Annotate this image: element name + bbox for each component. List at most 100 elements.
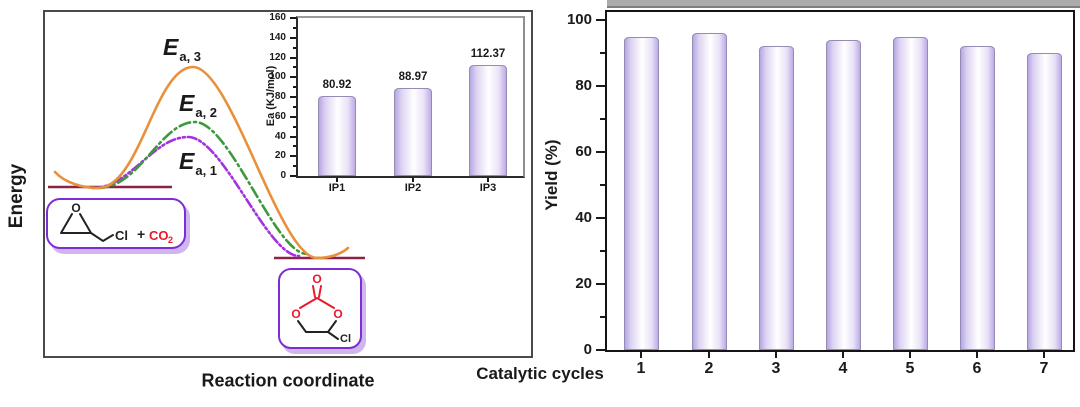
bar-value-label: 112.37 — [470, 48, 506, 61]
chlorine-atom: Cl — [340, 333, 351, 343]
bar-value-label: 88.97 — [398, 71, 428, 84]
ea1-symbol: E — [179, 148, 195, 174]
y-axis-minor-tick — [293, 26, 296, 29]
y-axis-major-tick — [290, 17, 296, 19]
bar-cycle-2 — [691, 33, 727, 350]
y-axis-major-tick — [290, 115, 296, 118]
top-gray-band — [607, 0, 1080, 8]
curve-label-ea2: Ea, 2 — [179, 90, 217, 120]
y-axis-major-tick — [290, 135, 296, 138]
y-axis-tick-label: 120 — [269, 51, 286, 63]
epichlorohydrin-structure: O Cl + CO 2 — [60, 201, 173, 245]
ring-oxygen-right: O — [333, 307, 342, 321]
bar-cycle-7 — [1026, 53, 1062, 350]
x-axis-tick — [487, 178, 489, 182]
x-axis-tick-label: 1 — [636, 360, 646, 377]
y-axis-major-tick — [596, 349, 605, 351]
x-axis-tick — [909, 352, 911, 358]
x-axis-tick-label: 4 — [838, 360, 848, 377]
plus-sign: + — [137, 226, 145, 242]
y-axis-tick-label: 20 — [575, 275, 592, 292]
y-axis-major-tick — [290, 76, 296, 79]
y-axis-major-tick — [596, 217, 605, 219]
bar-cycle-1 — [623, 36, 659, 350]
ea2-symbol: E — [179, 90, 195, 116]
chloromethyl-bond — [327, 331, 339, 340]
x-axis-tick — [640, 352, 642, 358]
y-axis-major-tick — [596, 19, 605, 21]
curve-ea1 — [91, 135, 301, 258]
yield-bar-chart: 0 20 40 60 80 100 1 2 3 4 5 6 7 — [567, 10, 1075, 377]
co2-label: CO — [149, 228, 169, 243]
x-axis-tick-label: IP2 — [404, 182, 422, 194]
bar-cycle-6 — [959, 46, 995, 350]
y-axis-tick-label: 40 — [575, 209, 592, 226]
y-axis-minor-tick — [293, 66, 296, 69]
chloromethyl-bonds — [90, 232, 114, 243]
ea2-subscript: a, 2 — [195, 105, 218, 120]
cyclic-carbonate-structure: O O O Cl — [291, 272, 351, 345]
chlorine-atom: Cl — [115, 228, 128, 243]
y-axis-tick-label: 100 — [269, 71, 286, 83]
x-axis-tick-label: 7 — [1039, 360, 1049, 377]
y-axis-major-tick — [596, 151, 605, 153]
ring-oxygen-left: O — [291, 307, 300, 321]
y-axis-tick-label: 140 — [269, 31, 286, 43]
y-axis-minor-tick — [293, 86, 296, 89]
x-axis-tick-label: 3 — [771, 360, 781, 377]
y-axis-tick-label: 60 — [274, 110, 286, 122]
energy-curves-svg — [48, 65, 365, 260]
reactant-structure-box: O Cl + CO 2 — [46, 198, 186, 249]
bar-cycle-IP2 — [394, 88, 432, 176]
y-axis-minor-tick — [600, 250, 605, 252]
y-axis-tick-label: 0 — [280, 170, 286, 181]
epoxide-oxygen-atom: O — [71, 201, 80, 215]
x-axis-tick — [976, 352, 978, 358]
x-axis-tick-label: IP1 — [328, 182, 346, 194]
bar-cycle-IP3 — [469, 65, 507, 176]
x-axis-tick — [842, 352, 844, 358]
y-axis-minor-tick — [293, 125, 296, 128]
y-axis-major-tick — [290, 96, 296, 98]
x-axis-tick — [1043, 352, 1045, 358]
y-axis-tick-label: 100 — [566, 11, 592, 28]
x-axis-tick-label: 5 — [905, 360, 915, 377]
y-axis-minor-tick — [600, 184, 605, 186]
y-axis-major-tick — [290, 36, 296, 39]
bar-cycle-5 — [892, 36, 928, 350]
co2-subscript: 2 — [168, 235, 173, 243]
y-axis-minor-tick — [293, 165, 296, 168]
y-axis-tick-label: 0 — [583, 341, 592, 358]
y-axis-major-tick — [596, 85, 605, 87]
inset-y-axis-label: Ea (KJ/mol) — [265, 65, 277, 127]
yield-axis-label: Yield (%) — [542, 139, 561, 211]
epoxide-ring-bonds — [60, 213, 92, 234]
y-axis-minor-tick — [600, 52, 605, 54]
carbonate-co-bonds — [299, 297, 335, 309]
y-axis-tick-label: 80 — [274, 91, 286, 102]
ea1-subscript: a, 1 — [195, 163, 218, 178]
y-axis-major-tick — [290, 155, 296, 158]
ring-carbon-bonds — [297, 320, 337, 333]
y-axis-tick-label: 60 — [575, 143, 592, 160]
y-axis-minor-tick — [600, 118, 605, 120]
curve-ea2 — [96, 120, 309, 256]
bar-cycle-3 — [758, 46, 794, 350]
y-axis-minor-tick — [600, 316, 605, 318]
y-axis-major-tick — [596, 283, 605, 285]
product-structure-box: O O O Cl — [278, 268, 362, 349]
ea3-symbol: E — [163, 34, 179, 60]
x-axis-tick-label: IP3 — [479, 182, 497, 194]
activation-energy-inset-chart: 0 20 40 60 80 100 120 140 160 IP1 80.92 IP2 88.97 IP3… — [269, 12, 525, 194]
x-axis-tick — [775, 352, 777, 358]
carbonyl-double-bond — [312, 285, 322, 298]
curve-label-ea3: Ea, 3 — [163, 34, 201, 64]
x-axis-tick — [412, 178, 414, 182]
y-axis-minor-tick — [293, 105, 296, 108]
y-axis-tick-label: 80 — [575, 77, 592, 94]
carbonyl-oxygen-atom: O — [312, 272, 321, 286]
y-axis-minor-tick — [293, 46, 296, 49]
bar-value-label: 80.92 — [322, 79, 352, 92]
x-axis-tick — [708, 352, 710, 358]
